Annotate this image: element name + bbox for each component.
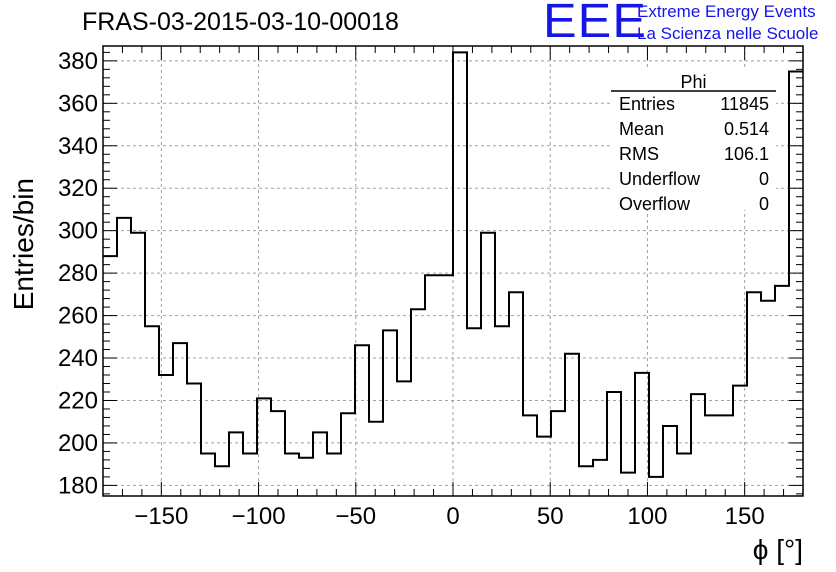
histogram-bin [187,384,201,497]
y-tick-label: 340 [58,133,98,160]
histogram-bin [775,286,789,496]
histogram-bin [299,458,313,496]
x-tick-label: −50 [335,503,376,530]
histogram-bin [761,301,775,496]
histogram-bin [397,381,411,496]
y-axis-label: Entries/bin [8,178,39,310]
histogram-bin [341,413,355,496]
histogram-bin [411,309,425,496]
histogram-bin [733,386,747,496]
stats-value: 0 [759,194,769,214]
histogram-bin [243,454,257,496]
x-tick-label: 0 [446,503,459,530]
logo-line-2: La Scienza nelle Scuole [637,24,819,43]
histogram-bins [103,51,803,497]
stats-label: Mean [619,119,664,139]
histogram-bin [425,275,439,496]
axis-ticks [102,46,804,496]
histogram-bin [117,218,131,496]
histogram-bin [131,233,145,496]
histogram-bin [691,394,705,496]
stats-title: Phi [680,72,706,92]
y-tick-label: 280 [58,260,98,287]
histogram-bin [537,437,551,496]
y-tick-label: 260 [58,303,98,330]
histogram-bin [677,454,691,496]
stats-label: Entries [619,94,675,114]
histogram-bin [565,354,579,496]
y-tick-label: 220 [58,387,98,414]
histogram-bin [649,477,663,496]
stats-box-background [611,70,776,210]
histogram-bin [551,411,565,496]
histogram-bin [579,466,593,496]
stats-value: 0 [759,169,769,189]
histogram-bin [383,330,397,496]
histogram-bin [635,373,649,496]
histogram-bin [145,326,159,496]
histogram-bin [593,460,607,496]
tick-labels: −150 −100 −50 0 50 100 150 180 200 220 240 260 280 30… [58,48,765,530]
histogram-bin [271,411,285,496]
y-tick-label: 300 [58,218,98,245]
x-tick-label: 100 [627,503,667,530]
histogram-bin [467,328,481,496]
stats-value: 11845 [720,94,769,114]
logo-line-1: Extreme Energy Events [637,2,816,21]
histogram-bin [159,375,173,496]
stats-value: 106.1 [724,144,769,164]
x-tick-label: −150 [134,503,188,530]
histogram-bin [173,343,187,496]
stats-value: 0.514 [724,119,769,139]
y-tick-label: 240 [58,345,98,372]
x-axis-label: ϕ [°] [753,534,803,565]
histogram-outline [103,51,803,478]
histogram-bin [313,432,327,496]
histogram-bin [663,426,677,496]
x-tick-label: 150 [725,503,765,530]
histogram-bin [215,466,229,496]
histogram-bin [523,415,537,496]
histogram-bin [705,415,719,496]
x-tick-label: 50 [537,503,564,530]
histogram-bin [607,392,621,496]
eee-logo-mark: EEE [543,0,647,48]
histogram-bin [355,345,369,496]
histogram-bin [719,415,733,496]
histogram-bin [201,454,215,496]
histogram-bin [229,432,243,496]
chart-title: FRAS-03-2015-03-10-00018 [82,8,399,36]
histogram-bin [747,292,761,496]
y-tick-label: 180 [58,472,98,499]
stats-label: Overflow [619,194,691,214]
histogram-bin [789,71,803,496]
histogram-bin [495,326,509,496]
histogram-bin [327,454,341,496]
histogram-bin [439,275,453,496]
y-tick-label: 200 [58,430,98,457]
histogram-bin [453,52,467,496]
stats-label: RMS [619,144,659,164]
histogram-bin [369,422,383,496]
stats-label: Underflow [619,169,701,189]
y-tick-label: 360 [58,90,98,117]
x-tick-label: −100 [232,503,286,530]
histogram-bin [257,398,271,496]
y-tick-label: 380 [58,48,98,75]
histogram-bin [481,233,495,496]
histogram-bin [509,292,523,496]
histogram-bin [285,454,299,496]
y-tick-label: 320 [58,175,98,202]
